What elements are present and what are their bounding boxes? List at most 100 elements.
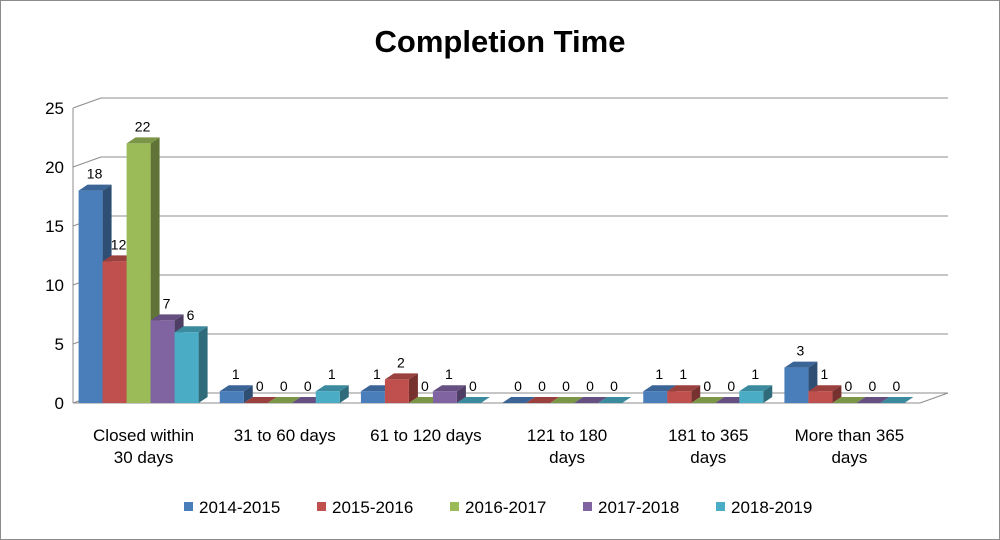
bar-side [408,373,418,403]
bar [502,397,536,403]
data-label: 0 [280,378,288,394]
bar-top [550,397,584,403]
legend-item: 2018-2019 [716,498,812,517]
bar-front [126,143,151,403]
category-label: days [831,448,867,467]
data-label: 0 [845,378,853,394]
bar [808,385,842,403]
y-axis: 0 5 10 15 20 25 [45,99,74,413]
bar-top [643,385,677,392]
gridline-side [72,156,102,168]
bar-top [502,397,536,403]
data-label: 22 [135,118,151,134]
legend-label: 2017-2018 [598,498,679,517]
bar-front [315,391,340,403]
bar [384,373,418,403]
bar [856,397,890,403]
data-label: 1 [232,366,240,382]
category-label: 181 to 365 [668,426,748,445]
category-label: 30 days [114,448,174,467]
bar [315,385,349,403]
gridline-side [72,97,102,109]
data-label: 0 [610,378,618,394]
bar-front [643,391,668,403]
bar-top [126,137,160,144]
legend-swatch [317,502,326,511]
bar-front [739,391,764,403]
legend-label: 2014-2015 [199,498,280,517]
data-label: 0 [514,378,522,394]
data-label: 1 [751,366,759,382]
data-label: 1 [328,366,336,382]
data-label: 1 [679,366,687,382]
legend-item: 2015-2016 [317,498,413,517]
bar-top [598,397,632,403]
y-tick-label: 25 [45,99,64,118]
bar-top [78,184,112,191]
bar-top [667,385,701,392]
bar-top [243,397,277,403]
bar [456,397,490,403]
legend-swatch [450,502,459,511]
bar-front [102,261,127,403]
bar [550,397,584,403]
bar-top [432,385,466,392]
chart-title: Completion Time [375,24,626,59]
legend-item: 2017-2018 [583,498,679,517]
bar-side [243,385,253,403]
bar-front [784,367,809,403]
data-label: 18 [87,166,103,182]
x-axis-labels: Closed within 30 days 31 to 60 days 61 to 1… [93,426,904,467]
bar [78,184,112,403]
bar [691,397,725,403]
y-tick-label: 10 [45,276,64,295]
bar-side [456,385,466,403]
bar-top [880,397,914,403]
bar-top [384,373,418,380]
category-label: 121 to 180 [527,426,607,445]
bar-side [339,385,349,403]
bar-top [808,385,842,392]
bar-front [174,332,199,403]
bar [880,397,914,403]
bar [174,326,208,403]
bar [784,361,818,403]
bar-front [667,391,692,403]
bar-top [574,397,608,403]
bar-front [219,391,244,403]
bar [267,397,301,403]
bar-side [691,385,701,403]
bar-top [456,397,490,403]
data-label: 3 [797,343,805,359]
bar-front [432,391,457,403]
bar-top [150,314,184,321]
data-label: 1 [821,366,829,382]
bar-front [808,391,833,403]
bar-side [198,326,208,403]
bar-top [174,326,208,333]
y-tick-label: 20 [45,158,64,177]
data-label: 0 [727,378,735,394]
data-label: 0 [703,378,711,394]
data-label: 0 [256,378,264,394]
y-tick-label: 5 [55,335,64,354]
bar-top [691,397,725,403]
data-label: 12 [111,236,127,252]
legend-item: 2016-2017 [450,498,546,517]
bar-top [784,361,818,368]
bar-top [739,385,773,392]
data-label: 2 [397,354,405,370]
category-label: days [690,448,726,467]
legend-label: 2016-2017 [465,498,546,517]
legend-label: 2018-2019 [731,498,812,517]
bar-top [267,397,301,403]
floor-right-edge [919,392,949,404]
category-label: days [549,448,585,467]
bars [78,137,914,403]
bar [667,385,701,403]
bar [574,397,608,403]
data-label: 0 [562,378,570,394]
y-tick-label: 0 [55,394,64,413]
